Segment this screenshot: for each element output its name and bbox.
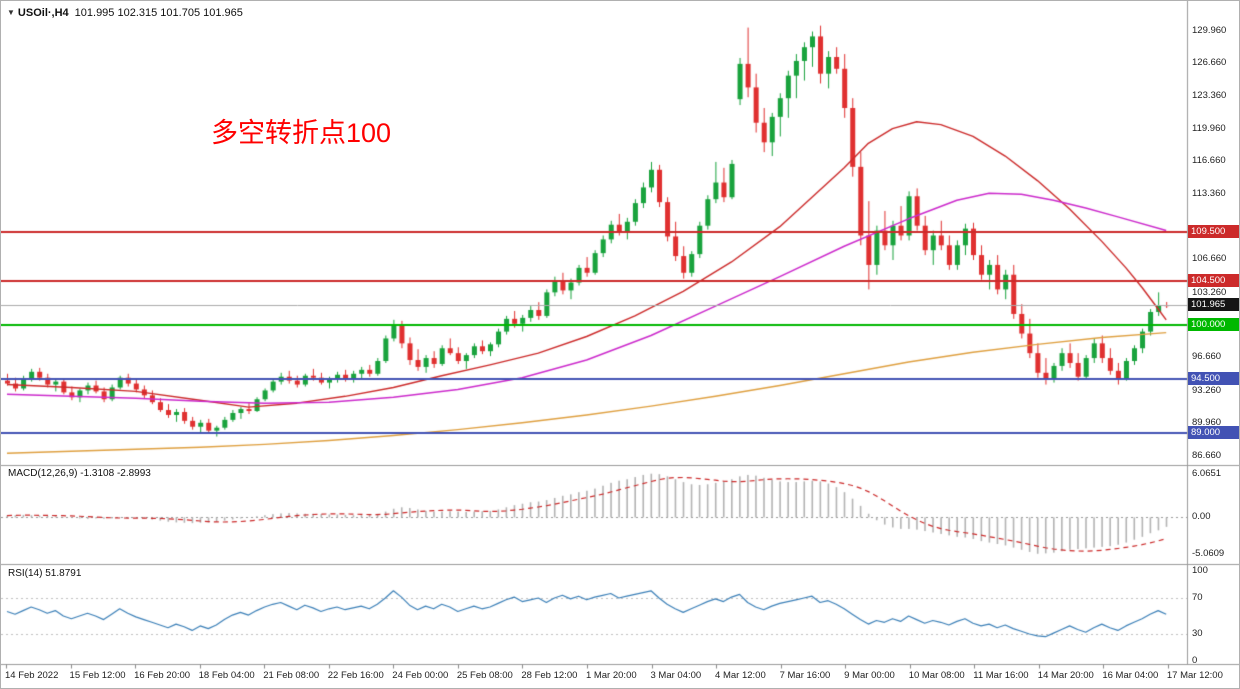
time-axis-label: 22 Feb 16:00: [327, 670, 384, 681]
time-axis-label: 21 Feb 08:00: [263, 670, 320, 681]
time-axis-label: 11 Mar 16:00: [973, 670, 1029, 681]
time-axis-label: 14 Mar 20:00: [1037, 670, 1094, 681]
price-axis-label: 119.960: [1192, 122, 1226, 134]
price-axis-label: 103.260: [1192, 286, 1227, 298]
macd-axis-label: 0.00: [1192, 511, 1211, 523]
macd-axis-label: 6.0651: [1192, 467, 1222, 479]
time-axis-label: 17 Mar 12:00: [1166, 670, 1223, 681]
time-axis-label: 4 Mar 12:00: [715, 670, 766, 681]
rsi-axis-label: 30: [1192, 628, 1203, 639]
price-axis-badge: 109.500: [1188, 224, 1239, 238]
price-axis-badge: 89.000: [1188, 425, 1239, 439]
symbol-dropdown-icon: ▼: [7, 8, 15, 17]
ohlc-readout: 101.995 102.315 101.705 101.965: [74, 7, 243, 19]
time-axis-label: 28 Feb 12:00: [521, 670, 578, 681]
time-axis-label: 16 Mar 04:00: [1102, 670, 1159, 681]
rsi-axis-label: 100: [1192, 565, 1208, 576]
rsi-axis-label: 70: [1192, 592, 1203, 603]
time-axis-label: 18 Feb 04:00: [198, 670, 255, 681]
price-axis-label: 106.660: [1192, 253, 1227, 265]
price-axis-label: 129.960: [1192, 24, 1227, 36]
price-axis-label: 96.660: [1192, 351, 1222, 363]
time-axis-label: 7 Mar 16:00: [779, 670, 831, 681]
symbol-timeframe-label: USOil·,H4: [17, 7, 69, 19]
price-axis-label: 123.360: [1192, 89, 1227, 101]
time-axis-label: 10 Mar 08:00: [908, 670, 965, 681]
price-axis-badge: 100.000: [1188, 317, 1239, 331]
rsi-axis-label: 0: [1192, 655, 1198, 666]
chart-text-annotation[interactable]: 多空转折点100: [211, 118, 392, 148]
price-axis-badge: 101.965: [1188, 298, 1239, 312]
time-axis-label: 3 Mar 04:00: [650, 670, 702, 681]
price-axis-badge: 104.500: [1188, 273, 1239, 287]
time-axis-label: 1 Mar 20:00: [585, 670, 637, 681]
symbol-info: ▼ USOil·,H4 101.995 102.315 101.705 101.96…: [7, 7, 243, 19]
rsi-indicator-label: RSI(14) 51.8791: [8, 568, 82, 579]
time-axis-label: 16 Feb 20:00: [134, 670, 191, 681]
time-axis-label: 15 Feb 12:00: [69, 670, 126, 681]
time-axis-label: 9 Mar 00:00: [844, 670, 895, 681]
time-axis-label: 25 Feb 08:00: [456, 670, 513, 681]
price-axis-label: 86.660: [1192, 449, 1222, 461]
price-axis-label: 116.660: [1192, 155, 1226, 167]
price-axis-label: 89.960: [1192, 417, 1222, 429]
time-axis-label: 24 Feb 00:00: [392, 670, 449, 681]
price-axis-label: 126.660: [1192, 57, 1227, 69]
price-axis-label: 93.260: [1192, 384, 1222, 396]
macd-indicator-label: MACD(12,26,9) -1.3108 -2.8993: [8, 468, 151, 479]
price-axis-badge: 94.500: [1188, 371, 1239, 385]
price-axis-label: 113.360: [1192, 187, 1226, 199]
macd-axis-label: -5.0609: [1192, 547, 1225, 559]
time-axis-label: 14 Feb 2022: [5, 670, 59, 681]
